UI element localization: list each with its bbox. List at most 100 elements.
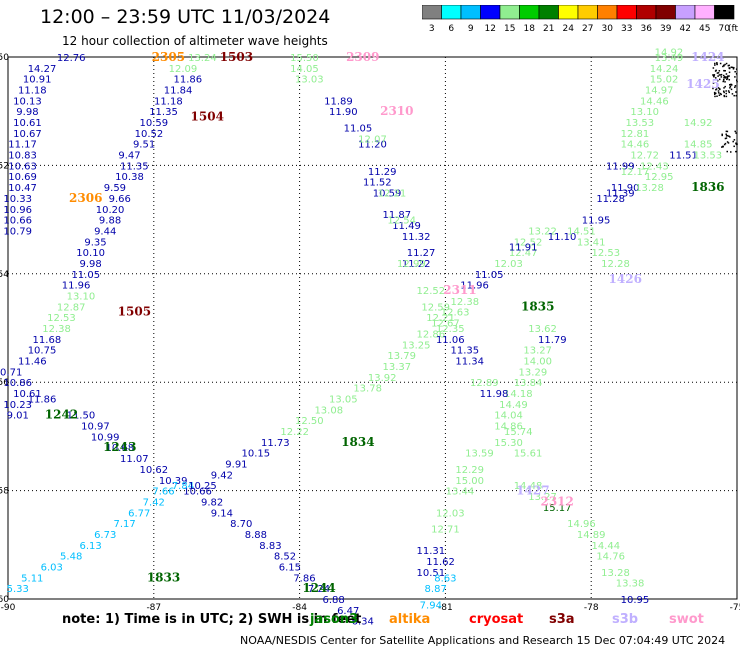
wave-height-value: 10.20 <box>96 205 125 216</box>
wave-height-value: 11.91 <box>509 243 538 254</box>
satellite-legend-item: altika <box>389 612 431 627</box>
wave-height-value: 11.07 <box>120 454 149 465</box>
wave-height-value: 13.28 <box>601 568 630 579</box>
wave-height-value: 11.05 <box>71 270 100 281</box>
y-tick-label: -50 <box>0 53 9 63</box>
satellite-legend-item: s3b <box>612 612 639 627</box>
wave-height-value: 13.49 <box>655 53 684 64</box>
wave-height-value: 15.30 <box>494 438 523 449</box>
wave-height-value: 9.98 <box>16 107 38 118</box>
color-scale-label: 30 <box>602 24 614 34</box>
satellite-legend-item: s3a <box>549 612 575 627</box>
wave-height-value: 11.95 <box>582 216 611 227</box>
wave-height-value: 13.10 <box>67 291 96 302</box>
wave-height-value: 11.51 <box>669 151 698 162</box>
wave-height-value: 11.96 <box>62 281 91 292</box>
wave-height-value: 10.63 <box>8 161 37 172</box>
wave-height-value: 11.98 <box>480 389 509 400</box>
wave-height-value: 14.92 <box>684 118 713 129</box>
wave-height-value: 5.11 <box>21 573 43 584</box>
wave-height-value: 10.83 <box>8 151 37 162</box>
wave-height-value: 12.52 <box>514 237 543 248</box>
wave-height-value: 6.13 <box>79 541 101 552</box>
wave-height-value: 14.49 <box>499 400 528 411</box>
wave-height-value: 9.44 <box>94 226 116 237</box>
pass-time-label: 1835 <box>521 299 554 313</box>
wave-height-value: 8.63 <box>434 573 456 584</box>
wave-height-value: 10.15 <box>242 449 271 460</box>
wave-height-value: 11.49 <box>392 221 421 232</box>
color-scale-label: 15 <box>504 24 515 34</box>
wave-height-value: 7.24 <box>308 584 330 595</box>
pass-time-label: 2305 <box>152 50 185 64</box>
wave-height-value: 15.74 <box>504 427 533 438</box>
wave-height-value: 13.08 <box>314 405 343 416</box>
wave-height-value: 12.07 <box>358 134 387 145</box>
color-scale-label: 42 <box>680 24 691 34</box>
wave-height-value: 11.39 <box>606 189 635 200</box>
wave-height-value: 12.67 <box>431 319 460 330</box>
wave-height-value: 11.73 <box>261 438 290 449</box>
wave-height-value: 12.17 <box>621 167 650 178</box>
wave-height-value: 12.47 <box>509 248 538 259</box>
pass-time-label: 2310 <box>380 104 413 118</box>
wave-height-value: 10.47 <box>8 183 37 194</box>
wave-height-value: 14.44 <box>591 541 620 552</box>
wave-height-value: 11.99 <box>606 161 635 172</box>
wave-height-value: 12.71 <box>431 525 460 536</box>
wave-height-value: 11.86 <box>28 394 57 405</box>
wave-height-value: 10.61 <box>13 389 42 400</box>
wave-height-value: 11.31 <box>416 546 445 557</box>
wave-height-value: 11.90 <box>329 107 358 118</box>
wave-height-value: 12.89 <box>470 378 499 389</box>
wave-height-value: 11.96 <box>460 281 489 292</box>
wave-height-value: 14.76 <box>596 552 625 563</box>
wave-height-value: 11.06 <box>436 335 465 346</box>
wave-height-value: 10.10 <box>76 248 105 259</box>
wave-height-value: 6.03 <box>41 562 63 573</box>
color-scale-label: 3 <box>429 24 435 34</box>
wave-height-value: 13.27 <box>523 346 552 357</box>
color-scale-label: 36 <box>641 24 653 34</box>
wave-height-value: 14.92 <box>655 48 684 59</box>
satellite-legend-item: swot <box>669 612 704 627</box>
wave-height-value: 11.10 <box>548 232 577 243</box>
wave-height-value: 10.52 <box>135 129 164 140</box>
wave-height-value: 12.72 <box>630 151 659 162</box>
wave-height-value: 12.03 <box>494 259 523 270</box>
wave-height-value: 13.37 <box>382 362 411 373</box>
wave-height-value: 11.86 <box>173 75 202 86</box>
x-tick-label: -78 <box>584 603 599 613</box>
wave-height-value: 7.66 <box>152 487 174 498</box>
pass-time-label: 2309 <box>346 50 379 64</box>
wave-height-value: 10.38 <box>115 172 144 183</box>
wave-height-value: 9.82 <box>201 497 223 508</box>
wave-height-value: 10.59 <box>373 189 402 200</box>
wave-height-value: 12.03 <box>436 508 465 519</box>
wave-height-value: 12.28 <box>601 259 630 270</box>
wave-height-value: 9.35 <box>84 237 106 248</box>
wave-height-value: 9.88 <box>99 216 121 227</box>
pass-time-label: 1244 <box>302 581 335 595</box>
wave-height-value: 13.84 <box>514 378 543 389</box>
wave-height-value: 6.73 <box>94 530 116 541</box>
y-tick-label: -52 <box>0 161 9 171</box>
pass-time-label: 1504 <box>191 110 224 124</box>
y-tick-label: -60 <box>0 595 9 605</box>
wave-height-value: 8.70 <box>230 519 252 530</box>
wave-height-value: 13.05 <box>329 394 358 405</box>
wave-height-value: 11.89 <box>324 96 353 107</box>
wave-height-value: 13.62 <box>528 324 557 335</box>
wave-height-value: 10.25 <box>188 481 217 492</box>
wave-height-value: 10.51 <box>416 568 445 579</box>
wave-height-value: 13.79 <box>387 351 416 362</box>
wave-height-value: 9.98 <box>79 259 101 270</box>
pass-time-label: 1426 <box>609 272 642 286</box>
color-swatch <box>714 5 735 20</box>
wave-height-value: 12.35 <box>436 324 465 335</box>
color-scale-label: 27 <box>582 24 593 34</box>
wave-height-value: 13.41 <box>577 237 606 248</box>
wave-height-value: 13.78 <box>353 384 382 395</box>
